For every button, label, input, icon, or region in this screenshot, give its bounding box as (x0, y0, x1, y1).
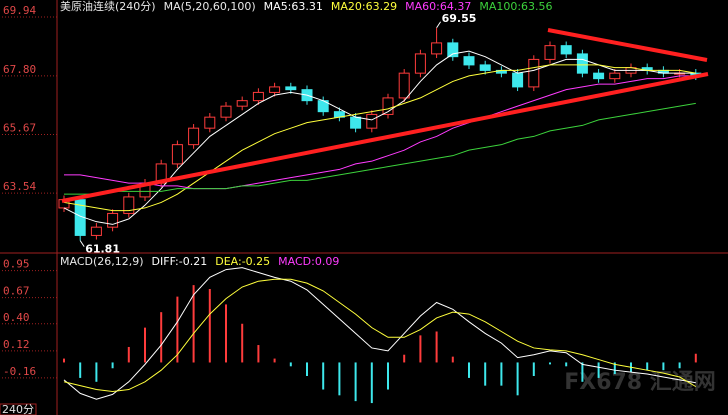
candle-body (171, 144, 183, 165)
trend-line (61, 72, 709, 203)
y-tick-label: -0.16 (3, 365, 36, 378)
candle-body (236, 100, 248, 107)
header-text: DIFF:-0.21 (152, 255, 208, 268)
indicator-line (64, 75, 696, 190)
candle-body (123, 196, 135, 214)
candle-body (350, 116, 362, 129)
candle-body (463, 56, 475, 66)
candle-body (90, 226, 102, 236)
high-annotation: 69.55 (442, 12, 477, 25)
y-tick-label: 69.94 (3, 4, 36, 17)
header-text: DEA:-0.25 (215, 255, 270, 268)
candle-body (252, 91, 264, 102)
y-tick-label: 0.12 (3, 338, 30, 351)
annotation-pointer (79, 240, 85, 247)
watermark: FX678 汇通网 (564, 370, 716, 395)
candle-body (528, 58, 540, 88)
candle-body (366, 113, 378, 129)
candle-body (479, 64, 491, 71)
header-text: MACD:0.09 (278, 255, 339, 268)
candle-body (447, 42, 459, 58)
header-text: 美原油连续(240分) (60, 0, 156, 13)
candle-body (609, 72, 621, 80)
header-text: MA(5,20,60,100) (164, 0, 256, 13)
header-text: MA60:64.37 (405, 0, 471, 13)
candle-body (188, 127, 200, 146)
y-tick-label: 65.67 (3, 121, 36, 134)
candle-body (414, 53, 426, 74)
candle-body (593, 72, 605, 80)
trend-line (547, 28, 708, 62)
candle-body (431, 42, 443, 55)
candle-body (382, 97, 394, 115)
header-text: MA20:63.29 (331, 0, 397, 13)
period-label[interactable]: 240分 (2, 403, 34, 415)
low-annotation: 61.81 (85, 243, 120, 256)
candle-body (560, 45, 572, 55)
candle-body (220, 105, 232, 118)
indicator-line (63, 267, 696, 400)
y-tick-label: 67.80 (3, 63, 36, 76)
candle-body (285, 86, 297, 91)
y-tick-label: 63.54 (3, 180, 36, 193)
header-text: MA100:63.56 (479, 0, 552, 13)
candle-body (576, 53, 588, 74)
header-text: MA5:63.31 (264, 0, 323, 13)
candle-body (398, 72, 410, 99)
plot-area: 63.54 65.67 67.80 69.94 69.55 61.81 美原油连续(240分… (2, 0, 702, 404)
candle-body (512, 72, 524, 88)
y-tick-label: 0.95 (3, 258, 30, 271)
indicator-line (63, 278, 697, 392)
y-tick-label: 0.40 (3, 311, 30, 324)
candle-body (269, 86, 281, 93)
header-text: MACD(26,12,9) (60, 255, 144, 268)
indicator-line (64, 102, 696, 195)
annotation-pointer (436, 21, 442, 29)
candle-body (544, 45, 556, 60)
y-tick-label: 0.67 (3, 285, 30, 298)
indicator-line (63, 64, 696, 212)
candle-body (204, 116, 216, 129)
period-box[interactable] (0, 403, 37, 415)
candle-body (107, 212, 119, 228)
